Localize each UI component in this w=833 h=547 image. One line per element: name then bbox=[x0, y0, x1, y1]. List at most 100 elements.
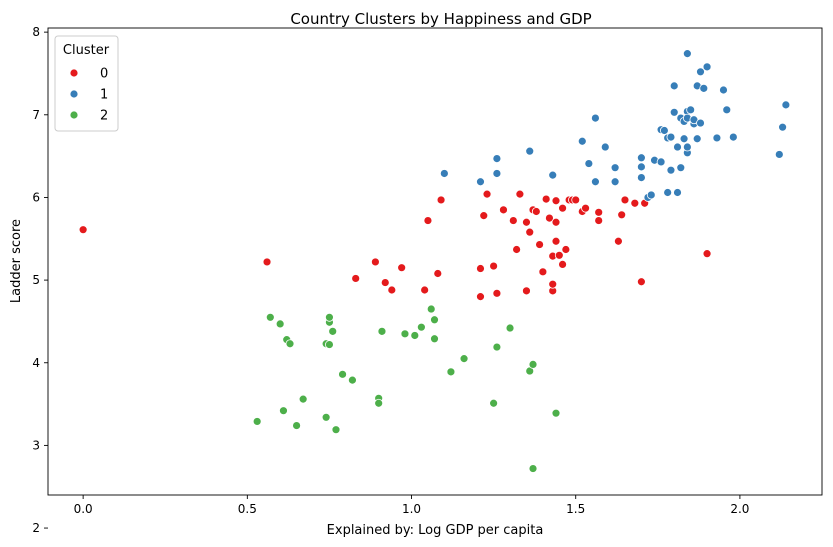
data-point-cluster-1 bbox=[674, 188, 682, 196]
data-point-cluster-0 bbox=[421, 286, 429, 294]
data-point-cluster-1 bbox=[664, 188, 672, 196]
data-point-cluster-0 bbox=[539, 268, 547, 276]
data-point-cluster-0 bbox=[637, 278, 645, 286]
data-point-cluster-1 bbox=[637, 154, 645, 162]
data-point-cluster-2 bbox=[253, 417, 261, 425]
data-point-cluster-0 bbox=[582, 204, 590, 212]
data-point-cluster-1 bbox=[693, 135, 701, 143]
data-point-cluster-0 bbox=[79, 226, 87, 234]
data-point-cluster-0 bbox=[424, 217, 432, 225]
data-point-cluster-1 bbox=[637, 163, 645, 171]
data-point-cluster-2 bbox=[339, 370, 347, 378]
data-point-cluster-1 bbox=[782, 101, 790, 109]
legend-label-cluster-1: 1 bbox=[100, 88, 108, 103]
data-point-cluster-1 bbox=[696, 119, 704, 127]
data-point-cluster-0 bbox=[437, 196, 445, 204]
data-point-cluster-0 bbox=[552, 218, 560, 226]
data-point-cluster-0 bbox=[388, 286, 396, 294]
data-point-cluster-1 bbox=[670, 108, 678, 116]
data-point-cluster-0 bbox=[509, 217, 517, 225]
data-point-cluster-0 bbox=[483, 190, 491, 198]
data-point-cluster-2 bbox=[529, 360, 537, 368]
data-point-cluster-2 bbox=[460, 355, 468, 363]
data-point-cluster-2 bbox=[431, 335, 439, 343]
data-point-cluster-1 bbox=[680, 135, 688, 143]
data-point-cluster-0 bbox=[493, 289, 501, 297]
data-point-cluster-1 bbox=[637, 174, 645, 182]
data-point-cluster-2 bbox=[378, 327, 386, 335]
data-point-cluster-1 bbox=[667, 166, 675, 174]
data-point-cluster-0 bbox=[499, 206, 507, 214]
data-point-cluster-0 bbox=[614, 237, 622, 245]
data-point-cluster-0 bbox=[703, 250, 711, 258]
data-point-cluster-1 bbox=[670, 82, 678, 90]
data-point-cluster-0 bbox=[532, 207, 540, 215]
data-point-cluster-1 bbox=[779, 123, 787, 131]
data-point-cluster-0 bbox=[595, 217, 603, 225]
data-point-cluster-0 bbox=[371, 258, 379, 266]
data-point-cluster-2 bbox=[427, 305, 435, 313]
data-point-cluster-0 bbox=[522, 218, 530, 226]
y-tick-label: 7 bbox=[32, 108, 40, 122]
data-point-cluster-0 bbox=[595, 208, 603, 216]
data-point-cluster-2 bbox=[401, 330, 409, 338]
x-axis-label: Explained by: Log GDP per capita bbox=[327, 523, 544, 538]
x-tick-label: 0.5 bbox=[238, 502, 257, 516]
y-tick-label: 3 bbox=[32, 438, 40, 452]
data-point-cluster-1 bbox=[719, 86, 727, 94]
data-point-cluster-1 bbox=[674, 143, 682, 151]
plot-area bbox=[79, 50, 790, 547]
data-point-cluster-2 bbox=[325, 341, 333, 349]
x-axis: 0.0 0.5 1.0 1.5 2.0 bbox=[74, 495, 750, 516]
data-point-cluster-0 bbox=[559, 260, 567, 268]
x-tick-label: 0.0 bbox=[74, 502, 93, 516]
data-point-cluster-0 bbox=[621, 196, 629, 204]
data-point-cluster-0 bbox=[381, 279, 389, 287]
data-point-cluster-1 bbox=[601, 143, 609, 151]
y-tick-label: 4 bbox=[32, 356, 40, 370]
data-point-cluster-0 bbox=[263, 258, 271, 266]
data-point-cluster-0 bbox=[516, 190, 524, 198]
data-point-cluster-1 bbox=[729, 133, 737, 141]
legend-marker-cluster-1 bbox=[70, 90, 78, 98]
legend-label-cluster-0: 0 bbox=[100, 67, 108, 82]
data-point-cluster-1 bbox=[683, 50, 691, 58]
data-point-cluster-1 bbox=[611, 164, 619, 172]
data-point-cluster-1 bbox=[775, 150, 783, 158]
data-point-cluster-0 bbox=[572, 196, 580, 204]
data-point-cluster-2 bbox=[325, 313, 333, 321]
x-tick-label: 1.5 bbox=[566, 502, 585, 516]
x-tick-label: 1.0 bbox=[402, 502, 421, 516]
data-point-cluster-1 bbox=[493, 169, 501, 177]
data-point-cluster-1 bbox=[723, 106, 731, 114]
x-tick-label: 2.0 bbox=[730, 502, 749, 516]
data-point-cluster-2 bbox=[299, 395, 307, 403]
data-point-cluster-2 bbox=[286, 340, 294, 348]
legend-title: Cluster bbox=[63, 43, 110, 58]
data-point-cluster-2 bbox=[411, 331, 419, 339]
chart-title: Country Clusters by Happiness and GDP bbox=[290, 10, 591, 28]
data-point-cluster-0 bbox=[490, 262, 498, 270]
y-tick-label: 8 bbox=[32, 25, 40, 39]
y-tick-label: 5 bbox=[32, 273, 40, 287]
data-point-cluster-0 bbox=[522, 287, 530, 295]
data-point-cluster-0 bbox=[513, 246, 521, 254]
data-point-cluster-0 bbox=[398, 264, 406, 272]
data-point-cluster-0 bbox=[542, 195, 550, 203]
data-point-cluster-2 bbox=[329, 327, 337, 335]
legend-marker-cluster-0 bbox=[70, 69, 78, 77]
data-point-cluster-1 bbox=[683, 143, 691, 151]
data-point-cluster-0 bbox=[352, 274, 360, 282]
data-point-cluster-1 bbox=[667, 133, 675, 141]
data-point-cluster-2 bbox=[506, 324, 514, 332]
data-point-cluster-1 bbox=[591, 114, 599, 122]
data-point-cluster-1 bbox=[493, 155, 501, 163]
data-point-cluster-2 bbox=[322, 413, 330, 421]
legend-label-cluster-2: 2 bbox=[100, 109, 108, 124]
data-point-cluster-0 bbox=[555, 251, 563, 259]
y-tick-label: 6 bbox=[32, 190, 40, 204]
y-axis-label: Ladder score bbox=[9, 219, 24, 303]
legend-marker-cluster-2 bbox=[70, 111, 78, 119]
data-point-cluster-2 bbox=[490, 399, 498, 407]
